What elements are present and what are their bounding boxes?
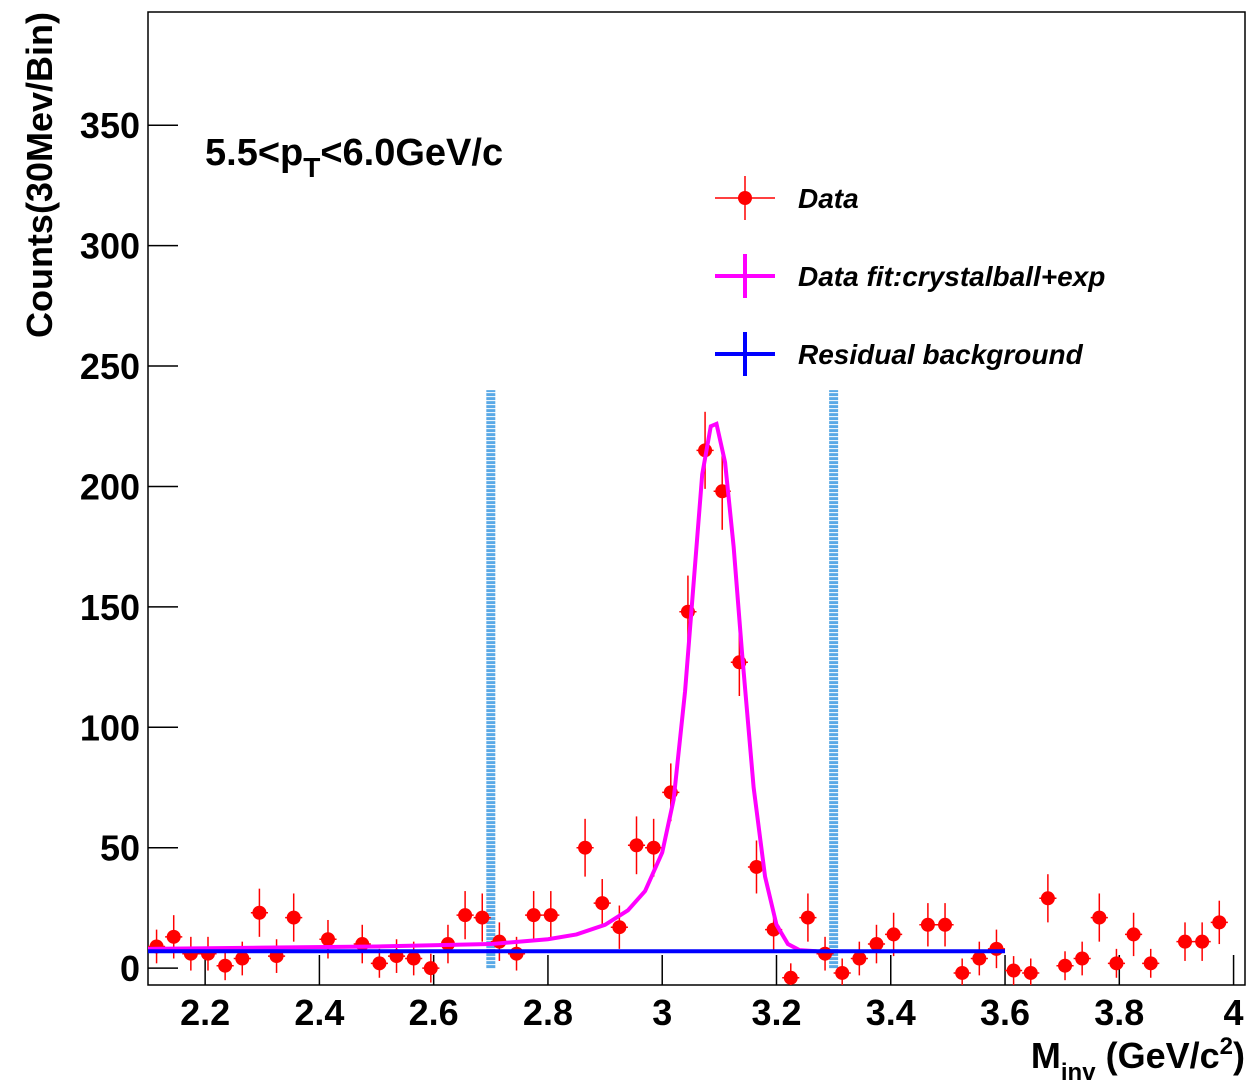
data-point (1040, 891, 1055, 906)
data-point (1109, 956, 1124, 971)
data-point (595, 896, 610, 911)
plot-frame (147, 11, 1246, 986)
data-point (955, 965, 970, 980)
data-point (218, 958, 233, 973)
data-point (783, 970, 798, 985)
x-tick-label: 3 (652, 992, 672, 1033)
y-tick-label: 200 (80, 466, 140, 507)
legend-label: Residual background (798, 339, 1084, 370)
data-point (886, 927, 901, 942)
data-point (800, 910, 815, 925)
fit-line (147, 421, 817, 954)
data-point (629, 838, 644, 853)
x-tick-label: 3.6 (980, 992, 1030, 1033)
data-point (509, 946, 524, 961)
data-point (749, 859, 764, 874)
y-tick-label: 350 (80, 105, 140, 146)
data-point (166, 929, 181, 944)
data-point (835, 965, 850, 980)
data-point (578, 840, 593, 855)
data-point (406, 951, 421, 966)
data-point (938, 917, 953, 932)
data-point (1212, 915, 1227, 930)
data-point (1092, 910, 1107, 925)
y-tick-label: 0 (120, 948, 140, 989)
data-point (1058, 958, 1073, 973)
data-point (1143, 956, 1158, 971)
y-tick-label: 100 (80, 707, 140, 748)
data-point (869, 937, 884, 952)
x-tick-label: 2.2 (180, 992, 230, 1033)
data-point (320, 932, 335, 947)
data-point (989, 941, 1004, 956)
data-point (852, 951, 867, 966)
data-point (1075, 951, 1090, 966)
data-point (612, 920, 627, 935)
x-axis-label: Minv (GeV/c2) (1031, 1033, 1245, 1083)
x-tick-label: 2.4 (294, 992, 344, 1033)
x-tick-label: 2.6 (409, 992, 459, 1033)
data-point (1126, 927, 1141, 942)
data-point (1006, 963, 1021, 978)
data-point (372, 956, 387, 971)
y-axis-label: Counts(30Mev/Bin) (19, 12, 60, 338)
legend-label: Data (798, 183, 859, 214)
y-tick-label: 300 (80, 226, 140, 267)
y-tick-label: 150 (80, 587, 140, 628)
x-tick-label: 4 (1224, 992, 1244, 1033)
y-tick-label: 50 (100, 828, 140, 869)
annotation: 5.5<pT<6.0GeV/c (205, 132, 503, 183)
data-point (818, 946, 833, 961)
data-point (458, 908, 473, 923)
data-point (286, 910, 301, 925)
data-point (235, 951, 250, 966)
data-point (252, 905, 267, 920)
data-point (920, 917, 935, 932)
data-point (972, 951, 987, 966)
data-point (1178, 934, 1193, 949)
data-point (423, 961, 438, 976)
data-point (646, 840, 661, 855)
x-tick-label: 3.8 (1094, 992, 1144, 1033)
legend-marker (738, 191, 752, 205)
data-point (1023, 965, 1038, 980)
data-point (355, 937, 370, 952)
data-point (543, 908, 558, 923)
data-point (475, 910, 490, 925)
data-point (1195, 934, 1210, 949)
legend-label: Data fit:crystalball+exp (798, 261, 1105, 292)
x-tick-label: 2.8 (523, 992, 573, 1033)
x-tick-label: 3.2 (751, 992, 801, 1033)
x-tick-label: 3.4 (866, 992, 916, 1033)
data-point (526, 908, 541, 923)
y-tick-label: 250 (80, 346, 140, 387)
